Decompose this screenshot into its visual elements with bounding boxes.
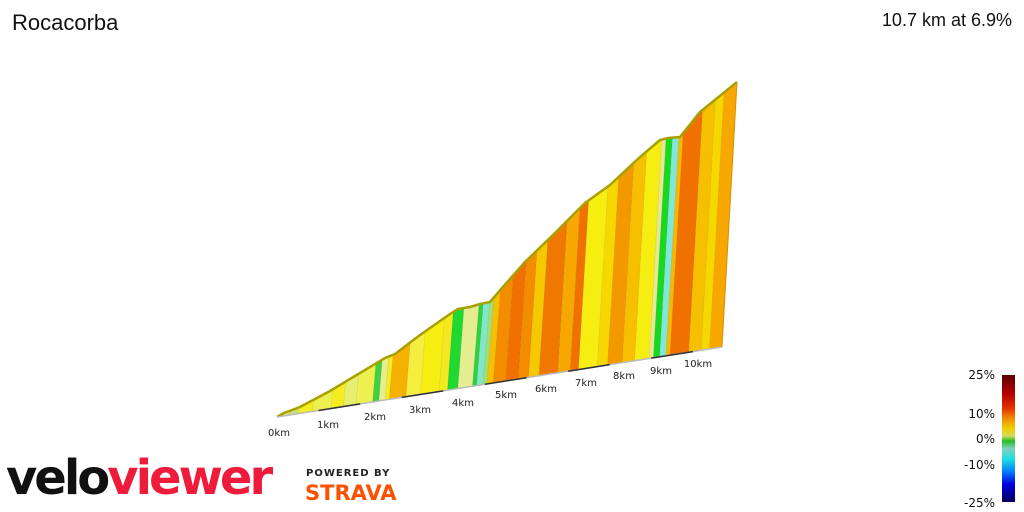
profile-edges xyxy=(276,81,738,419)
legend-tick-label: -25% xyxy=(963,496,995,510)
km-label: 3km xyxy=(409,405,431,416)
km-tick-marker xyxy=(401,390,444,399)
km-tick-marker xyxy=(568,363,610,372)
km-tick-marker xyxy=(651,350,694,359)
legend-tick-label: 25% xyxy=(968,368,995,382)
legend-tick-label: -10% xyxy=(963,458,995,472)
km-label: 4km xyxy=(452,398,474,409)
strava-logo[interactable]: STRAVA xyxy=(305,481,397,505)
logo-velo-text: velo xyxy=(6,450,110,506)
powered-by-label: POWERED BY xyxy=(306,468,391,479)
logo-viewer-text: viewer xyxy=(107,450,273,506)
km-tick-marker xyxy=(318,403,361,412)
km-tick-marker xyxy=(484,377,527,386)
gradient-legend-bar xyxy=(1002,375,1015,502)
page-title: Rocacorba xyxy=(12,10,119,35)
km-label: 8km xyxy=(613,371,635,382)
distance-axis-labels: 0km 1km 2km 3km 4km 5km 6km 7km 8km 9km 10km xyxy=(268,359,712,439)
km-label: 10km xyxy=(684,359,712,370)
km-label: 6km xyxy=(535,384,557,395)
profile-ridge-line xyxy=(276,81,738,419)
km-label: 0km xyxy=(268,428,290,439)
km-label: 1km xyxy=(317,420,339,431)
veloviewer-logo[interactable]: veloviewer xyxy=(6,450,273,506)
gradient-segments xyxy=(276,81,738,418)
legend-tick-label: 0% xyxy=(975,432,995,446)
climb-summary: 10.7 km at 6.9% xyxy=(881,10,1012,30)
legend-tick-label: 10% xyxy=(968,407,995,421)
km-label: 9km xyxy=(650,366,672,377)
km-label: 7km xyxy=(575,378,597,389)
km-label: 2km xyxy=(364,412,386,423)
km-label: 5km xyxy=(495,390,517,401)
profile-end-edge xyxy=(721,81,738,348)
